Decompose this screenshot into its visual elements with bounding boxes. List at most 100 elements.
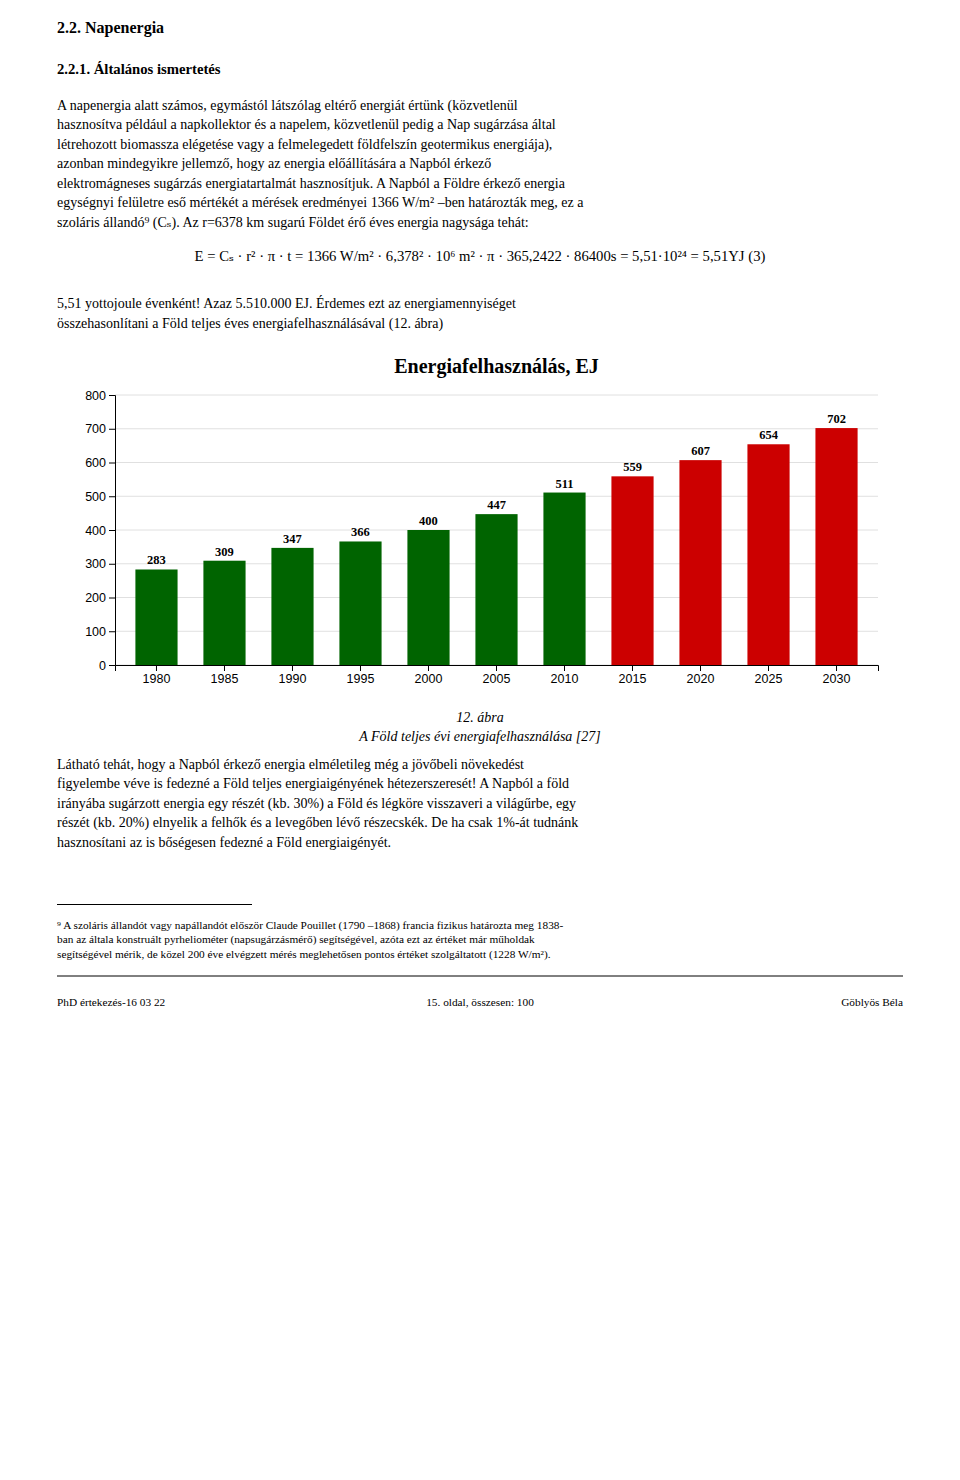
data-label: 654 bbox=[759, 428, 779, 442]
bar bbox=[339, 541, 381, 665]
data-label: 309 bbox=[215, 545, 234, 559]
chart-title: Energiafelhasználás, EJ bbox=[394, 355, 598, 378]
tick: 1985 bbox=[211, 665, 239, 686]
bar bbox=[271, 548, 313, 665]
tick: 1995 bbox=[347, 665, 375, 686]
grid-line bbox=[115, 395, 878, 396]
tick-mark bbox=[109, 564, 115, 565]
x-axis: 1980 1985 1990 1995 2000 2005 2010 2015 2020 2025… bbox=[116, 665, 879, 686]
data-label: 347 bbox=[283, 532, 302, 546]
tick-mark bbox=[360, 665, 361, 671]
tick-label: 2010 bbox=[551, 672, 579, 686]
paragraph-line: egységnyi felületre eső mértékét a mérés… bbox=[57, 195, 584, 210]
tick: 2025 bbox=[755, 665, 783, 686]
tick-mark bbox=[109, 496, 115, 497]
paragraph-line: létrehozott biomassza elégetése vagy a f… bbox=[57, 137, 552, 153]
tick-mark bbox=[700, 665, 701, 671]
footer-left: PhD értekezés-16 03 22 bbox=[57, 996, 166, 1008]
data-label: 400 bbox=[419, 514, 438, 528]
tick: 2030 bbox=[823, 665, 851, 686]
paragraph-line: azonban mindegyikre jellemző, hogy az en… bbox=[57, 156, 491, 171]
tick-mark bbox=[428, 665, 429, 671]
tick-label: 2005 bbox=[483, 672, 511, 686]
tick-label: 1990 bbox=[279, 672, 307, 686]
bar bbox=[475, 514, 517, 665]
footer-center: 15. oldal, összesen: 100 bbox=[426, 996, 534, 1008]
chart: Energiafelhasználás, EJ28330934736640044… bbox=[85, 355, 878, 686]
tick-label: 100 bbox=[85, 625, 106, 639]
bar bbox=[135, 569, 177, 665]
tick-label: 2020 bbox=[687, 672, 715, 686]
tick-mark bbox=[496, 665, 497, 671]
tick-mark bbox=[836, 665, 837, 671]
paragraph-line: összehasonlítani a Föld teljes éves ener… bbox=[57, 316, 443, 332]
bar bbox=[203, 561, 245, 665]
tick-mark bbox=[109, 395, 115, 396]
bars bbox=[135, 428, 857, 665]
tick: 100 bbox=[85, 625, 115, 639]
tick-label: 800 bbox=[85, 389, 106, 403]
paragraph-line: szoláris állandó⁹ (Cₛ). Az r=6378 km sug… bbox=[57, 215, 529, 231]
tick-label: 2025 bbox=[755, 672, 783, 686]
tick-label: 1980 bbox=[143, 672, 171, 686]
tick: 300 bbox=[85, 557, 115, 571]
bar bbox=[407, 530, 449, 665]
tick-label: 2015 bbox=[619, 672, 647, 686]
footer-right: Göblyös Béla bbox=[841, 996, 903, 1008]
tick: 2000 bbox=[415, 665, 443, 686]
tick: 400 bbox=[85, 524, 115, 538]
grid bbox=[115, 395, 878, 665]
tick-mark bbox=[109, 463, 115, 464]
background bbox=[0, 0, 960, 1480]
data-label: 702 bbox=[827, 412, 846, 426]
tick-label: 500 bbox=[85, 490, 106, 504]
tick-mark bbox=[109, 631, 115, 632]
data-label: 511 bbox=[555, 477, 573, 491]
tick-label: 700 bbox=[85, 422, 106, 436]
tick: 0 bbox=[99, 659, 115, 673]
caption: 12. ábra bbox=[456, 710, 503, 725]
data-label: 607 bbox=[691, 444, 710, 458]
tick: 700 bbox=[85, 422, 115, 436]
section-title: 2.2.1. Általános ismertetés bbox=[57, 61, 221, 77]
tick: 2015 bbox=[619, 665, 647, 686]
footnote-line: segítségével mérik, de közel 200 éve elv… bbox=[57, 948, 551, 961]
paragraph-line: hasznosítani az is bőségesen fedezné a F… bbox=[57, 835, 391, 850]
footer-line bbox=[57, 976, 903, 977]
tick: 2010 bbox=[551, 665, 579, 686]
tick-label: 300 bbox=[85, 557, 106, 571]
page-title: 2.2. Napenergia bbox=[57, 19, 164, 37]
tick-label: 1985 bbox=[211, 672, 239, 686]
tick: 2005 bbox=[483, 665, 511, 686]
tick-label: 2030 bbox=[823, 672, 851, 686]
tick-mark bbox=[109, 530, 115, 531]
data-labels: 283309347366400447511559607654702 bbox=[147, 412, 846, 567]
tick-label: 0 bbox=[99, 659, 106, 673]
tick-mark bbox=[109, 665, 115, 666]
tick-mark bbox=[292, 665, 293, 671]
paragraph-line: részét (kb. 20%) elnyelik a felhők és a … bbox=[57, 815, 578, 831]
paragraph-line: figyelembe véve is fedezné a Föld teljes… bbox=[57, 776, 569, 791]
tick-label: 2000 bbox=[415, 672, 443, 686]
tick-mark bbox=[109, 429, 115, 430]
paragraph-line: hasznosítva például a napkollektor és a … bbox=[57, 117, 556, 132]
footnote-separator bbox=[57, 904, 252, 905]
paragraph-line: Látható tehát, hogy a Napból érkező ener… bbox=[57, 757, 524, 772]
tick: 1980 bbox=[143, 665, 171, 686]
formula: E = Cₛ · r² · π · t = 1366 W/m² · 6,378²… bbox=[195, 248, 766, 265]
tick: 1990 bbox=[279, 665, 307, 686]
tick-mark bbox=[632, 665, 633, 671]
axis-line bbox=[109, 396, 116, 666]
data-label: 283 bbox=[147, 553, 166, 567]
tick: 200 bbox=[85, 591, 115, 605]
tick-mark bbox=[224, 665, 225, 671]
bar bbox=[611, 476, 653, 665]
tick: 2020 bbox=[687, 665, 715, 686]
tick-mark bbox=[564, 665, 565, 671]
paragraph-line: irányába sugárzott energia egy részét (k… bbox=[57, 796, 576, 812]
page: 2.2. Napenergia 2.2.1. Általános ismertet… bbox=[0, 0, 960, 1480]
paragraph-line: elektromágneses sugárzás energiatartalmá… bbox=[57, 176, 566, 191]
axis-line bbox=[116, 666, 879, 672]
tick-mark bbox=[768, 665, 769, 671]
footnote-line: ban az általa konstruált pyrheliométer (… bbox=[57, 933, 535, 946]
